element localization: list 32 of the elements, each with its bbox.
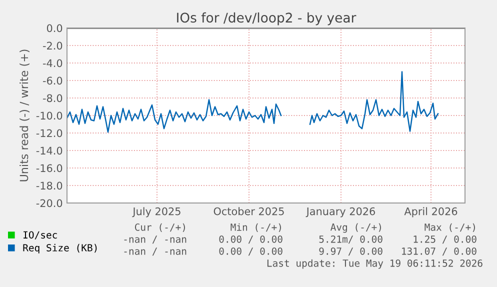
text: Last update: Tue May 19 06:11:52 2026 [267,259,482,269]
y-tick-label: -8.0 [43,94,62,102]
text: 0.00 / 0.00 [219,247,282,256]
text: 0.00 / 0.00 [219,235,282,244]
text: -nan / -nan [124,236,186,244]
y-tick-label: -2.0 [43,42,62,50]
text: 9.97 / 0.00 [319,247,382,256]
x-tick-label: October 2025 [214,207,284,216]
y-tick-label: -4.0 [43,59,62,68]
y-axis-title: Units read (-) / write (+) [20,50,30,182]
x-tick-label: January 2026 [306,207,375,218]
y-tick-label: -12.0 [36,129,62,138]
y-tick-label: -14.0 [36,146,62,155]
text: Max (-/+) [424,223,475,232]
y-tick-label: 0.0 [46,24,62,32]
y-tick-label: -10.0 [36,112,62,120]
text: 131.07 / 0.00 [402,247,476,256]
text: Cur (-/+) [134,223,185,232]
text: 5.21m/ 0.00 [319,235,382,244]
text: Min (-/+) [230,223,281,232]
y-tick-label: -20.0 [36,199,62,208]
y-tick-label: -18.0 [36,182,62,190]
text: 1.25 / 0.00 [414,235,476,244]
chart-title: IOs for /dev/loop2 - by year [177,12,356,26]
y-tick-label: -6.0 [43,76,62,85]
y-tick-label: -16.0 [36,164,62,172]
text: Avg (-/+) [330,223,381,233]
text: -nan / -nan [124,248,186,256]
legend-label: Req Size (KB) [23,244,97,254]
legend-label: IO/sec [24,231,57,240]
x-tick-label: April 2026 [404,207,458,218]
x-tick-label: July 2025 [132,207,180,218]
